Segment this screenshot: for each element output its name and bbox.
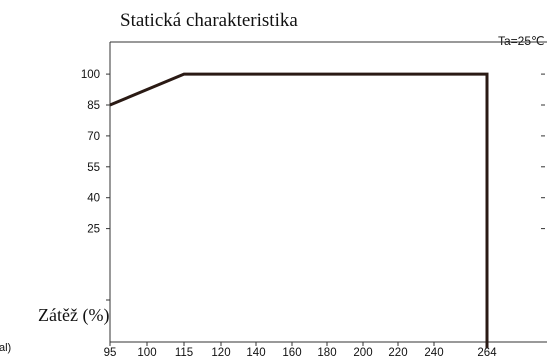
- y-tick-label: 40: [87, 193, 100, 205]
- x-axis-ticks: 95 100 115 120 140 160 180 200 220 240 264: [104, 342, 497, 357]
- x-tick-label: 95: [104, 347, 117, 357]
- y-tick-label: 70: [87, 131, 100, 143]
- x-tick-label: 200: [353, 347, 372, 357]
- x-tick-label: 264: [477, 347, 497, 357]
- x-tick-label: 100: [137, 347, 156, 357]
- chart-title: Statická charakteristika: [120, 10, 298, 31]
- y-axis-ticks: 100 85 70 55 40 25: [81, 69, 545, 301]
- temperature-annotation: Ta=25℃: [498, 34, 545, 48]
- y-tick-label: 100: [81, 69, 100, 81]
- x-tick-label: 180: [317, 347, 336, 357]
- x-tick-label: 115: [175, 347, 193, 357]
- y-tick-label: 85: [87, 100, 100, 112]
- series-layer: [109, 72, 489, 348]
- y-tick-label: 25: [87, 224, 100, 236]
- x-tick-label: 160: [282, 347, 301, 357]
- x-tick-label: 240: [424, 347, 443, 357]
- series-line: [109, 72, 489, 348]
- x-tick-label: 220: [388, 347, 407, 357]
- y-axis-label: Zátěž (%): [38, 305, 109, 326]
- x-tick-label: 120: [211, 347, 230, 357]
- x-tick-label: 140: [246, 347, 265, 357]
- plot-frame: [109, 41, 547, 343]
- x-axis-label-fragment: al): [0, 342, 11, 354]
- y-tick-label: 55: [87, 162, 100, 174]
